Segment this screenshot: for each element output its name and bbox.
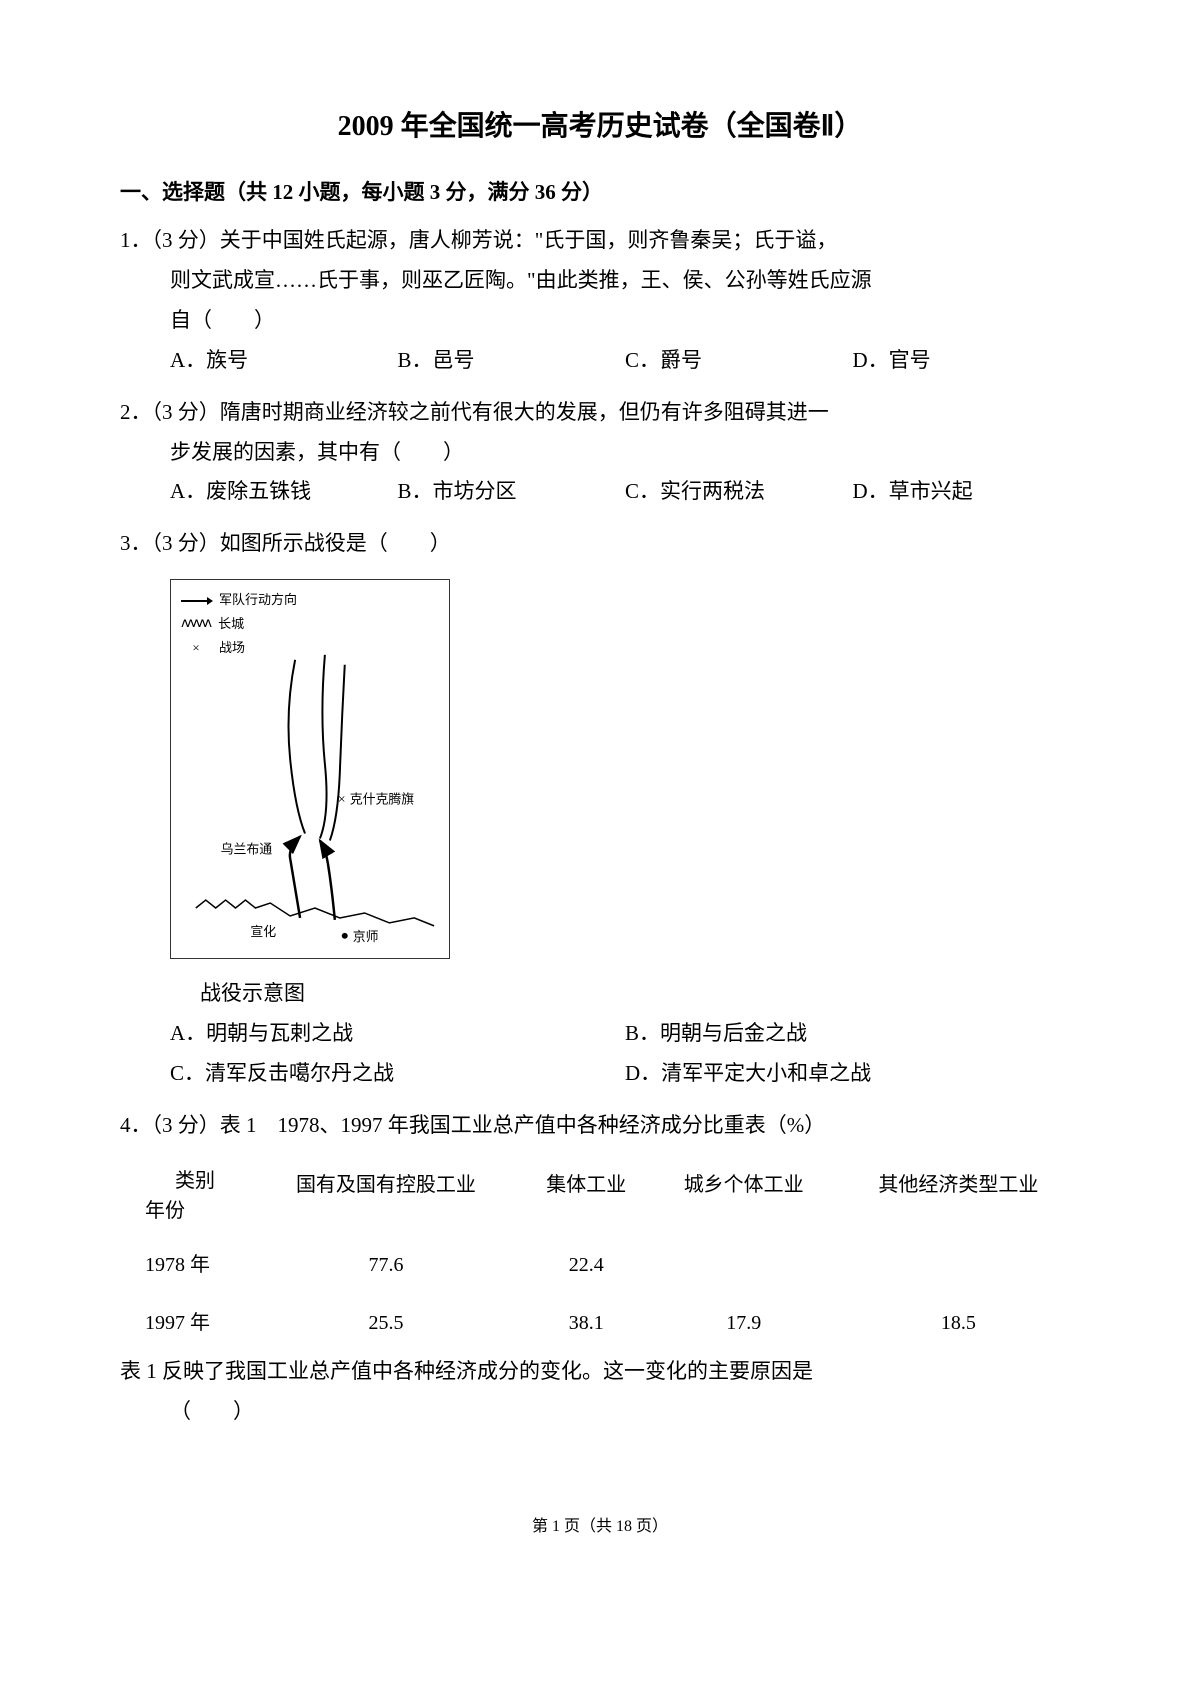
table-cell: 25.5 bbox=[250, 1294, 522, 1352]
option-c: C．清军反击噶尔丹之战 bbox=[170, 1054, 625, 1094]
options-row: A．族号 B．邑号 C．爵号 D．官号 bbox=[120, 341, 1080, 381]
battle-map-svg: × 乌兰布通 克什克腾旗 宣化 京师 bbox=[171, 580, 449, 958]
option-b: B．邑号 bbox=[398, 341, 626, 381]
table-cell: 1997 年 bbox=[140, 1294, 250, 1352]
question-text-cont: 自（ ） bbox=[120, 301, 1080, 341]
option-b: B．市坊分区 bbox=[398, 472, 626, 512]
options-row: A．废除五铢钱 B．市坊分区 C．实行两税法 D．草市兴起 bbox=[120, 472, 1080, 512]
table-cell: 38.1 bbox=[522, 1294, 651, 1352]
table-cell bbox=[651, 1236, 837, 1294]
question-text: 表 1 1978、1997 年我国工业总产值中各种经济成分比重表（%） bbox=[220, 1106, 1080, 1146]
map-label-wulanbutong: 乌兰布通 bbox=[221, 842, 273, 857]
option-a: A．族号 bbox=[170, 341, 398, 381]
table-row: 1997 年 25.5 38.1 17.9 18.5 bbox=[140, 1294, 1080, 1352]
table-header-cell: 国有及国有控股工业 bbox=[250, 1156, 522, 1236]
question-number: 3．（3 分） bbox=[120, 524, 220, 564]
figure-caption: 战役示意图 bbox=[120, 974, 1080, 1014]
question-text: 如图所示战役是（ ） bbox=[220, 524, 1080, 564]
table-cell: 18.5 bbox=[837, 1294, 1080, 1352]
question-text: 关于中国姓氏起源，唐人柳芳说："氏于国，则齐鲁秦吴；氏于谥， bbox=[220, 221, 1080, 261]
question-1: 1．（3 分） 关于中国姓氏起源，唐人柳芳说："氏于国，则齐鲁秦吴；氏于谥， 则… bbox=[120, 221, 1080, 381]
options-row: A．明朝与瓦剌之战 B．明朝与后金之战 C．清军反击噶尔丹之战 D．清军平定大小… bbox=[120, 1014, 1080, 1094]
page-footer: 第 1 页（共 18 页） bbox=[120, 1512, 1080, 1542]
exam-title: 2009 年全国统一高考历史试卷（全国卷Ⅱ） bbox=[120, 100, 1080, 153]
table-header-cell: 类别 年份 bbox=[140, 1156, 250, 1236]
table-header-row: 类别 年份 国有及国有控股工业 集体工业 城乡个体工业 其他经济类型工业 bbox=[140, 1156, 1080, 1236]
map-label-xuanhua: 宣化 bbox=[250, 924, 276, 939]
question-number: 2．（3 分） bbox=[120, 393, 220, 433]
question-number: 4．（3 分） bbox=[120, 1106, 220, 1146]
table-row: 1978 年 77.6 22.4 bbox=[140, 1236, 1080, 1294]
option-d: D．官号 bbox=[853, 341, 1081, 381]
table-cell bbox=[837, 1236, 1080, 1294]
table-header-cell: 集体工业 bbox=[522, 1156, 651, 1236]
map-label-jingshi: 京师 bbox=[353, 930, 379, 944]
data-table-container: 类别 年份 国有及国有控股工业 集体工业 城乡个体工业 其他经济类型工业 197… bbox=[120, 1156, 1080, 1352]
question-conclusion-cont: （ ） bbox=[120, 1392, 1080, 1432]
table-header-cell: 其他经济类型工业 bbox=[837, 1156, 1080, 1236]
question-text-cont: 步发展的因素，其中有（ ） bbox=[120, 433, 1080, 473]
table-cell: 22.4 bbox=[522, 1236, 651, 1294]
option-b: B．明朝与后金之战 bbox=[625, 1014, 1080, 1054]
question-3: 3．（3 分） 如图所示战役是（ ） 军队行动方向 ʌʌʌʌʌ 长城 × 战场 bbox=[120, 524, 1080, 1094]
question-conclusion: 表 1 反映了我国工业总产值中各种经济成分的变化。这一变化的主要原因是 bbox=[120, 1352, 1080, 1392]
option-d: D．清军平定大小和卓之战 bbox=[625, 1054, 1080, 1094]
economy-table: 类别 年份 国有及国有控股工业 集体工业 城乡个体工业 其他经济类型工业 197… bbox=[140, 1156, 1080, 1352]
option-d: D．草市兴起 bbox=[853, 472, 1081, 512]
table-cell: 17.9 bbox=[651, 1294, 837, 1352]
svg-text:×: × bbox=[338, 793, 346, 808]
question-number: 1．（3 分） bbox=[120, 221, 220, 261]
table-header-cell: 城乡个体工业 bbox=[651, 1156, 837, 1236]
question-2: 2．（3 分） 隋唐时期商业经济较之前代有很大的发展，但仍有许多阻碍其进一 步发… bbox=[120, 393, 1080, 513]
question-text-cont: 则文武成宣……氏于事，则巫乙匠陶。"由此类推，王、侯、公孙等姓氏应源 bbox=[120, 261, 1080, 301]
option-c: C．爵号 bbox=[625, 341, 853, 381]
option-c: C．实行两税法 bbox=[625, 472, 853, 512]
table-cell: 1978 年 bbox=[140, 1236, 250, 1294]
table-cell: 77.6 bbox=[250, 1236, 522, 1294]
map-label-keshiketeng: 克什克腾旗 bbox=[350, 792, 415, 807]
option-a: A．废除五铢钱 bbox=[170, 472, 398, 512]
figure-container: 军队行动方向 ʌʌʌʌʌ 长城 × 战场 bbox=[120, 579, 1080, 959]
option-a: A．明朝与瓦剌之战 bbox=[170, 1014, 625, 1054]
battle-map-figure: 军队行动方向 ʌʌʌʌʌ 长城 × 战场 bbox=[170, 579, 450, 959]
section-header: 一、选择题（共 12 小题，每小题 3 分，满分 36 分） bbox=[120, 173, 1080, 213]
question-4: 4．（3 分） 表 1 1978、1997 年我国工业总产值中各种经济成分比重表… bbox=[120, 1106, 1080, 1432]
question-text: 隋唐时期商业经济较之前代有很大的发展，但仍有许多阻碍其进一 bbox=[220, 393, 1080, 433]
